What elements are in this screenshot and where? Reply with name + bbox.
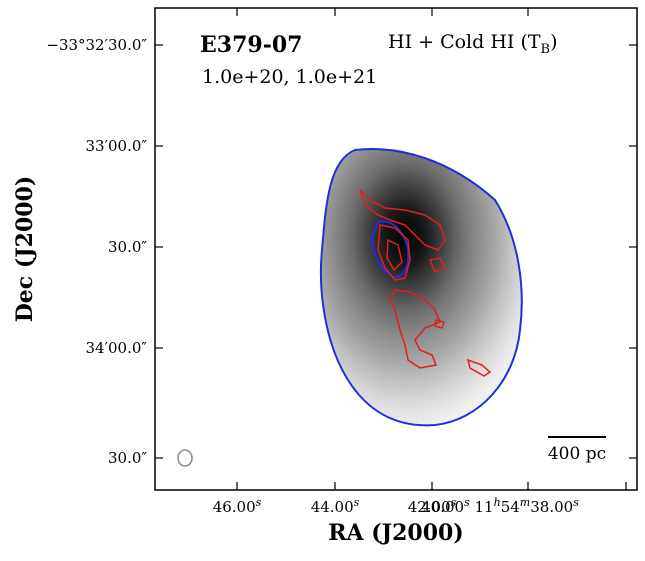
beam <box>177 449 193 467</box>
x-tick-sup: s <box>451 496 457 509</box>
scale-bar-label: 400 pc <box>548 444 606 464</box>
x-tick-label: 42.00s <box>408 496 457 516</box>
map-label: HI + Cold HI (TB) <box>388 31 558 57</box>
map-label-end: ) <box>550 31 557 53</box>
x-tick-text: 42.00 <box>408 498 451 516</box>
y-tick-label: 34′00.0″ <box>86 339 148 357</box>
y-tick-label: 33′00.0″ <box>86 137 148 155</box>
x-tick-label: 46.00s <box>213 496 262 516</box>
x-tick-label: 44.00s <box>311 496 360 516</box>
y-tick-label: 30.0″ <box>108 449 147 467</box>
y-axis-label: Dec (J2000) <box>12 176 38 323</box>
x-tick-sup: s <box>256 496 262 509</box>
x-tick-text: 54 <box>501 498 520 516</box>
x-tick-text: 38.00 <box>530 498 573 516</box>
x-tick-sup: s <box>464 496 470 509</box>
object-name: E379-07 <box>200 32 302 58</box>
contour-high <box>370 220 410 278</box>
x-tick-sup: m <box>520 496 530 509</box>
contour-low <box>319 148 523 427</box>
x-axis-label: RA (J2000) <box>328 520 463 546</box>
cold-hi-contours <box>359 189 492 377</box>
map-label-main: HI + Cold HI (T <box>388 31 541 53</box>
x-tick-sup: s <box>354 496 360 509</box>
x-tick-sup: h <box>494 496 501 509</box>
x-tick-text: 11 <box>470 498 494 516</box>
y-tick-label: 30.0″ <box>108 238 147 256</box>
x-tick-text: 40.00 <box>421 498 464 516</box>
x-tick-label: 40.00s 11h54m38.00s <box>421 496 579 516</box>
contour-levels: 1.0e+20, 1.0e+21 <box>202 66 377 88</box>
hi-map <box>320 149 522 426</box>
map-label-sub: B <box>541 42 551 57</box>
frame <box>154 7 638 491</box>
x-tick-text: 46.00 <box>213 498 256 516</box>
x-tick-sup: s <box>573 496 579 509</box>
x-tick-text: 44.00 <box>311 498 354 516</box>
y-tick-label: −33°32′30.0″ <box>46 36 147 54</box>
